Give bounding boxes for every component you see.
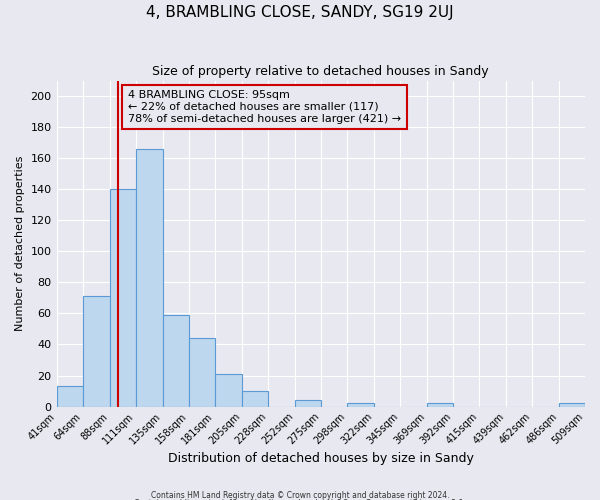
Bar bbox=[215, 374, 242, 406]
Text: Contains HM Land Registry data © Crown copyright and database right 2024.: Contains HM Land Registry data © Crown c… bbox=[151, 490, 449, 500]
Bar bbox=[427, 404, 453, 406]
Bar bbox=[188, 338, 215, 406]
Text: 4 BRAMBLING CLOSE: 95sqm
← 22% of detached houses are smaller (117)
78% of semi-: 4 BRAMBLING CLOSE: 95sqm ← 22% of detach… bbox=[128, 90, 401, 124]
Bar bbox=[83, 296, 110, 406]
Bar bbox=[559, 404, 585, 406]
Bar bbox=[242, 391, 268, 406]
Bar bbox=[347, 404, 374, 406]
Text: 4, BRAMBLING CLOSE, SANDY, SG19 2UJ: 4, BRAMBLING CLOSE, SANDY, SG19 2UJ bbox=[146, 5, 454, 20]
Bar bbox=[295, 400, 321, 406]
Y-axis label: Number of detached properties: Number of detached properties bbox=[15, 156, 25, 332]
Bar bbox=[110, 189, 136, 406]
Bar bbox=[136, 149, 163, 406]
X-axis label: Distribution of detached houses by size in Sandy: Distribution of detached houses by size … bbox=[168, 452, 474, 465]
Text: Contains public sector information licensed under the Open Government Licence v3: Contains public sector information licen… bbox=[134, 499, 466, 500]
Title: Size of property relative to detached houses in Sandy: Size of property relative to detached ho… bbox=[152, 65, 489, 78]
Bar bbox=[56, 386, 83, 406]
Bar bbox=[163, 315, 188, 406]
